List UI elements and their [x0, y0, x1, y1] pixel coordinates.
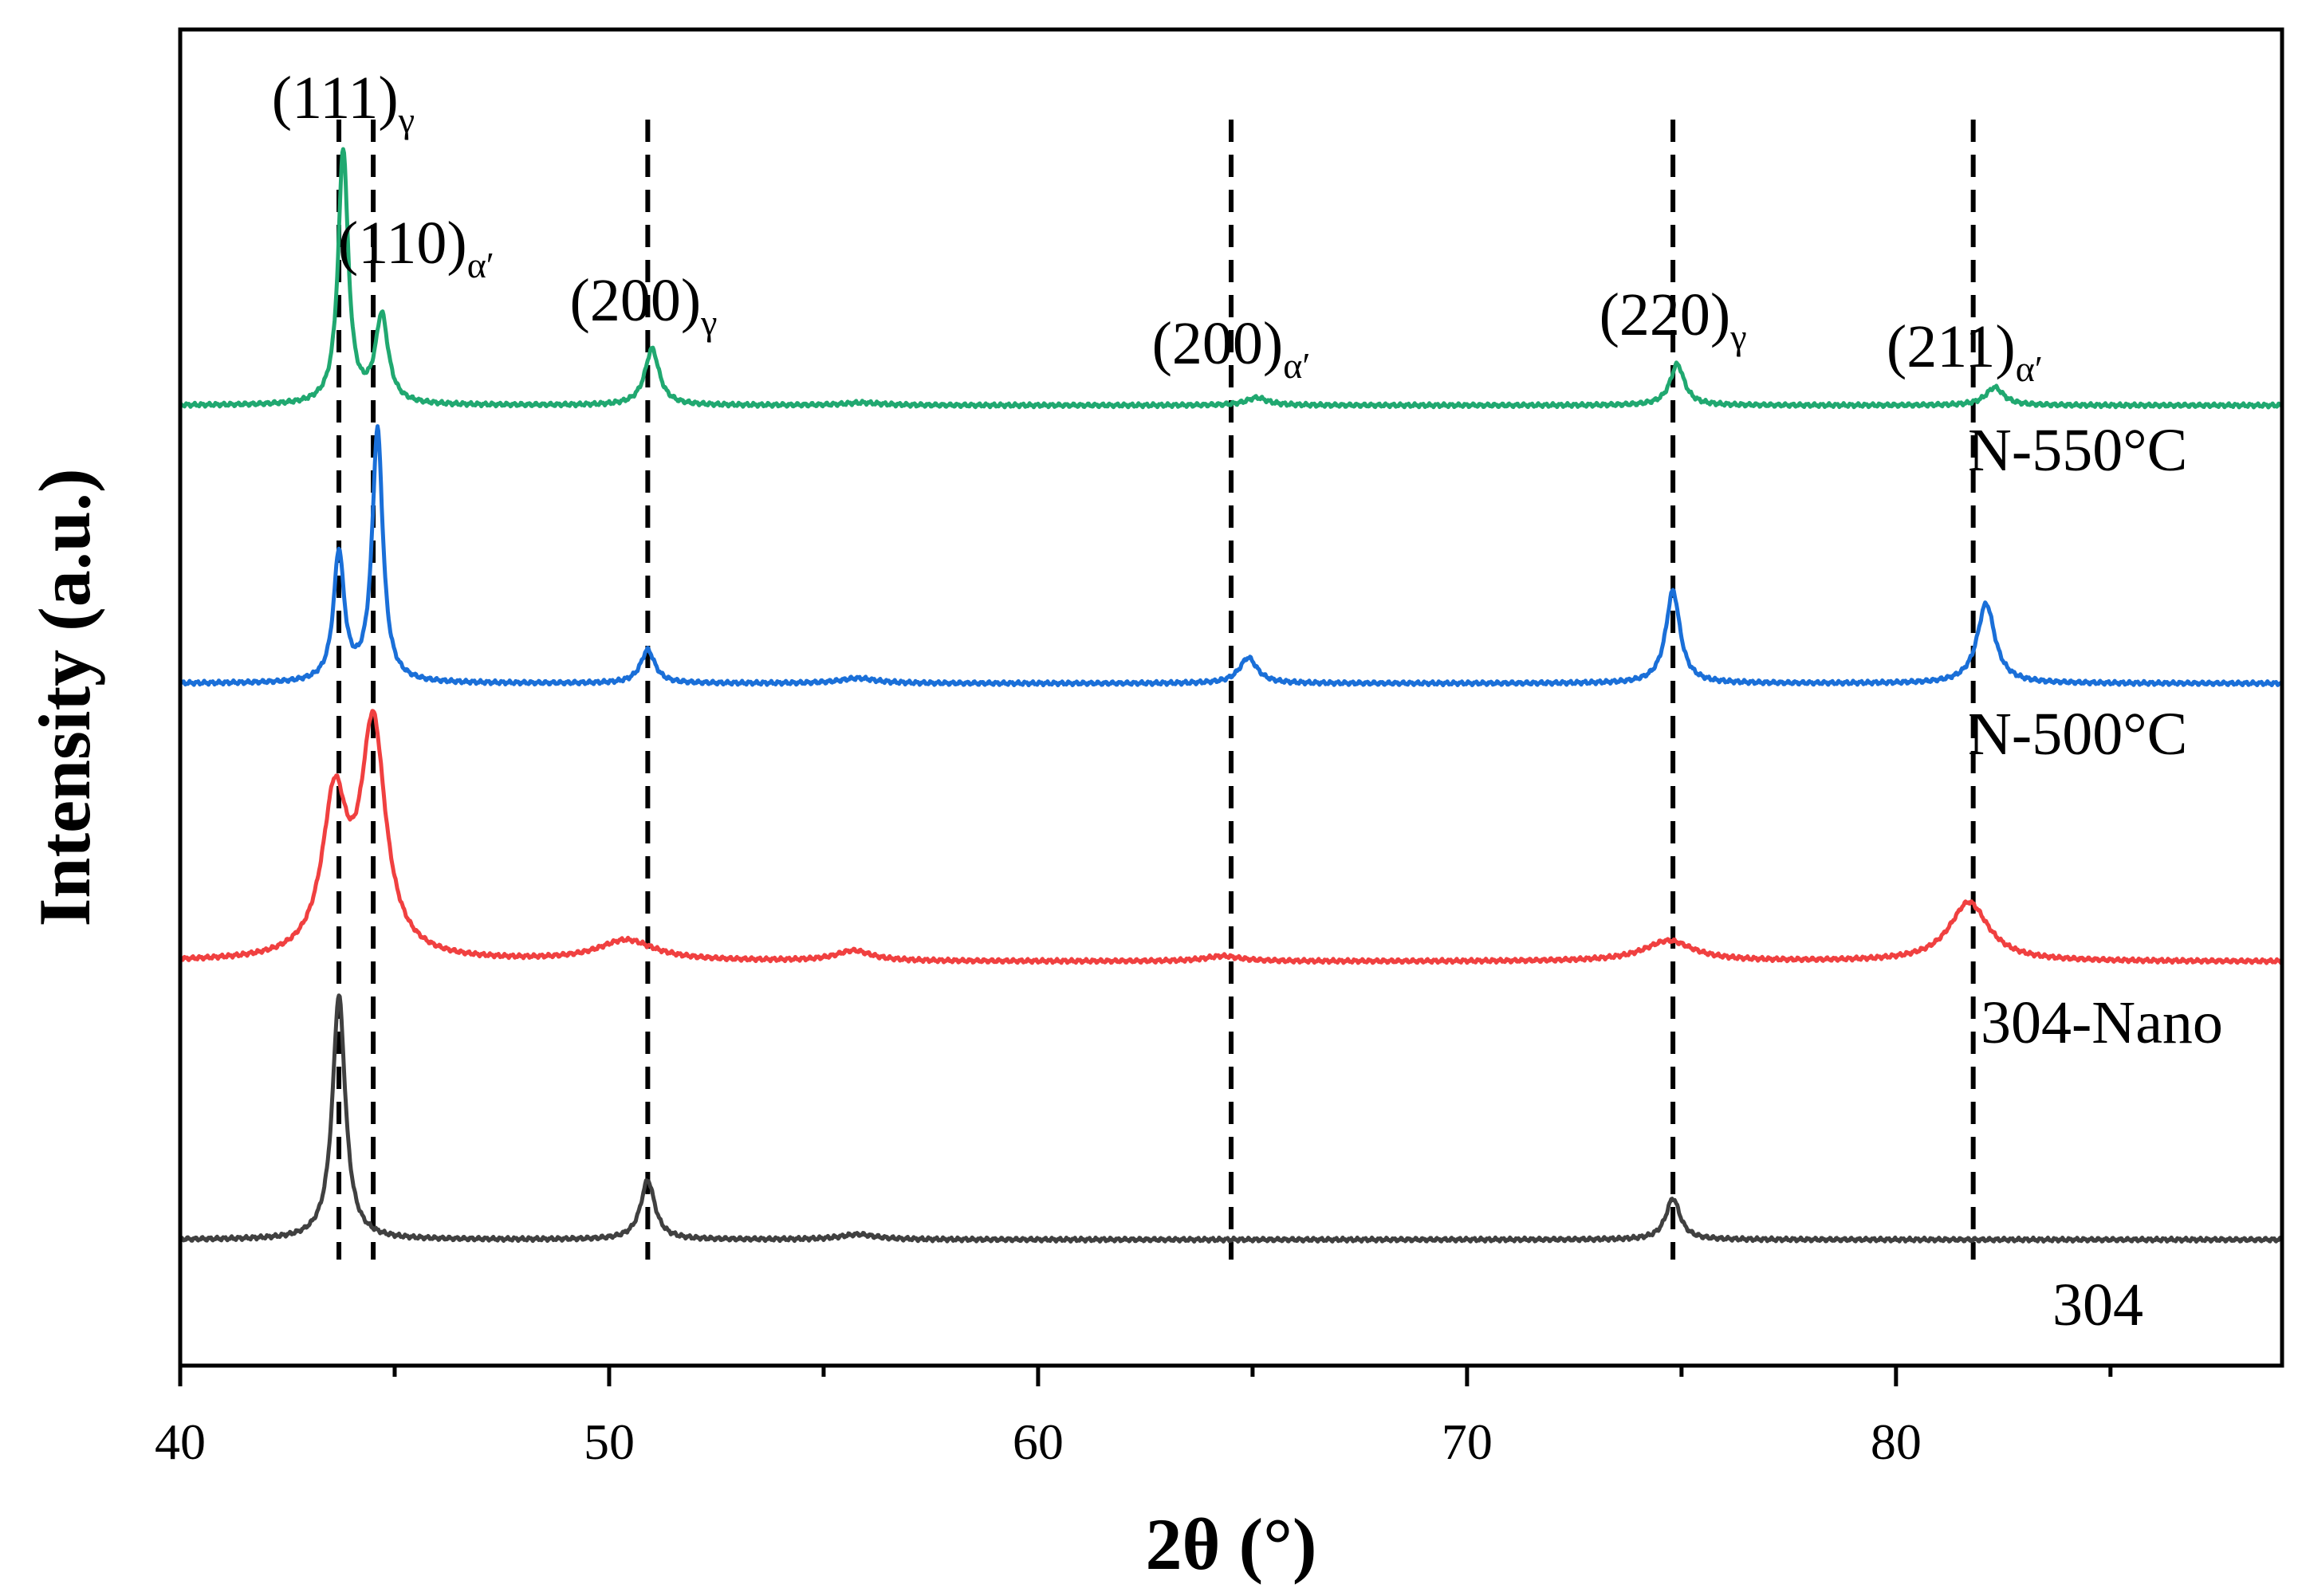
y-axis-title: Intensity (a.u.) [24, 468, 105, 926]
peak-label: (211)α′ [1887, 313, 2043, 389]
series-line-n-550-c [178, 147, 2284, 410]
peak-label: (110)α′ [338, 210, 494, 285]
series-line-304-nano [179, 709, 2284, 965]
reference-lines [336, 120, 1976, 1260]
x-tick-label: 60 [1013, 1413, 1064, 1470]
series-label: N-550°C [1968, 417, 2187, 484]
series-label: 304 [2052, 1272, 2143, 1339]
x-axis: 40 50 60 70 80 [155, 1366, 2113, 1470]
peak-annotations: (111)γ (110)α′ (200)γ (200)α′ (220)γ (211)α′ [272, 65, 2043, 389]
peak-label: (111)γ [272, 65, 415, 140]
series-group [178, 147, 2284, 1244]
series-label: N-500°C [1968, 701, 2187, 768]
series-label: 304-Nano [1981, 989, 2223, 1056]
plot-frame [178, 27, 2284, 1368]
peak-label: (200)γ [570, 267, 718, 343]
peak-label: (200)α′ [1152, 310, 1311, 386]
series-labels: 304 304-Nano N-500°C N-550°C [1968, 417, 2223, 1339]
x-tick-label: 50 [584, 1413, 635, 1470]
x-tick-label: 70 [1442, 1413, 1493, 1470]
x-tick-label: 40 [155, 1413, 206, 1470]
x-axis-title: 2θ (°) [1145, 1504, 1316, 1585]
series-line-304 [179, 993, 2284, 1244]
series-line-n-500-c [179, 424, 2284, 688]
peak-label: (220)γ [1600, 281, 1747, 357]
x-tick-label: 80 [1871, 1413, 1922, 1470]
